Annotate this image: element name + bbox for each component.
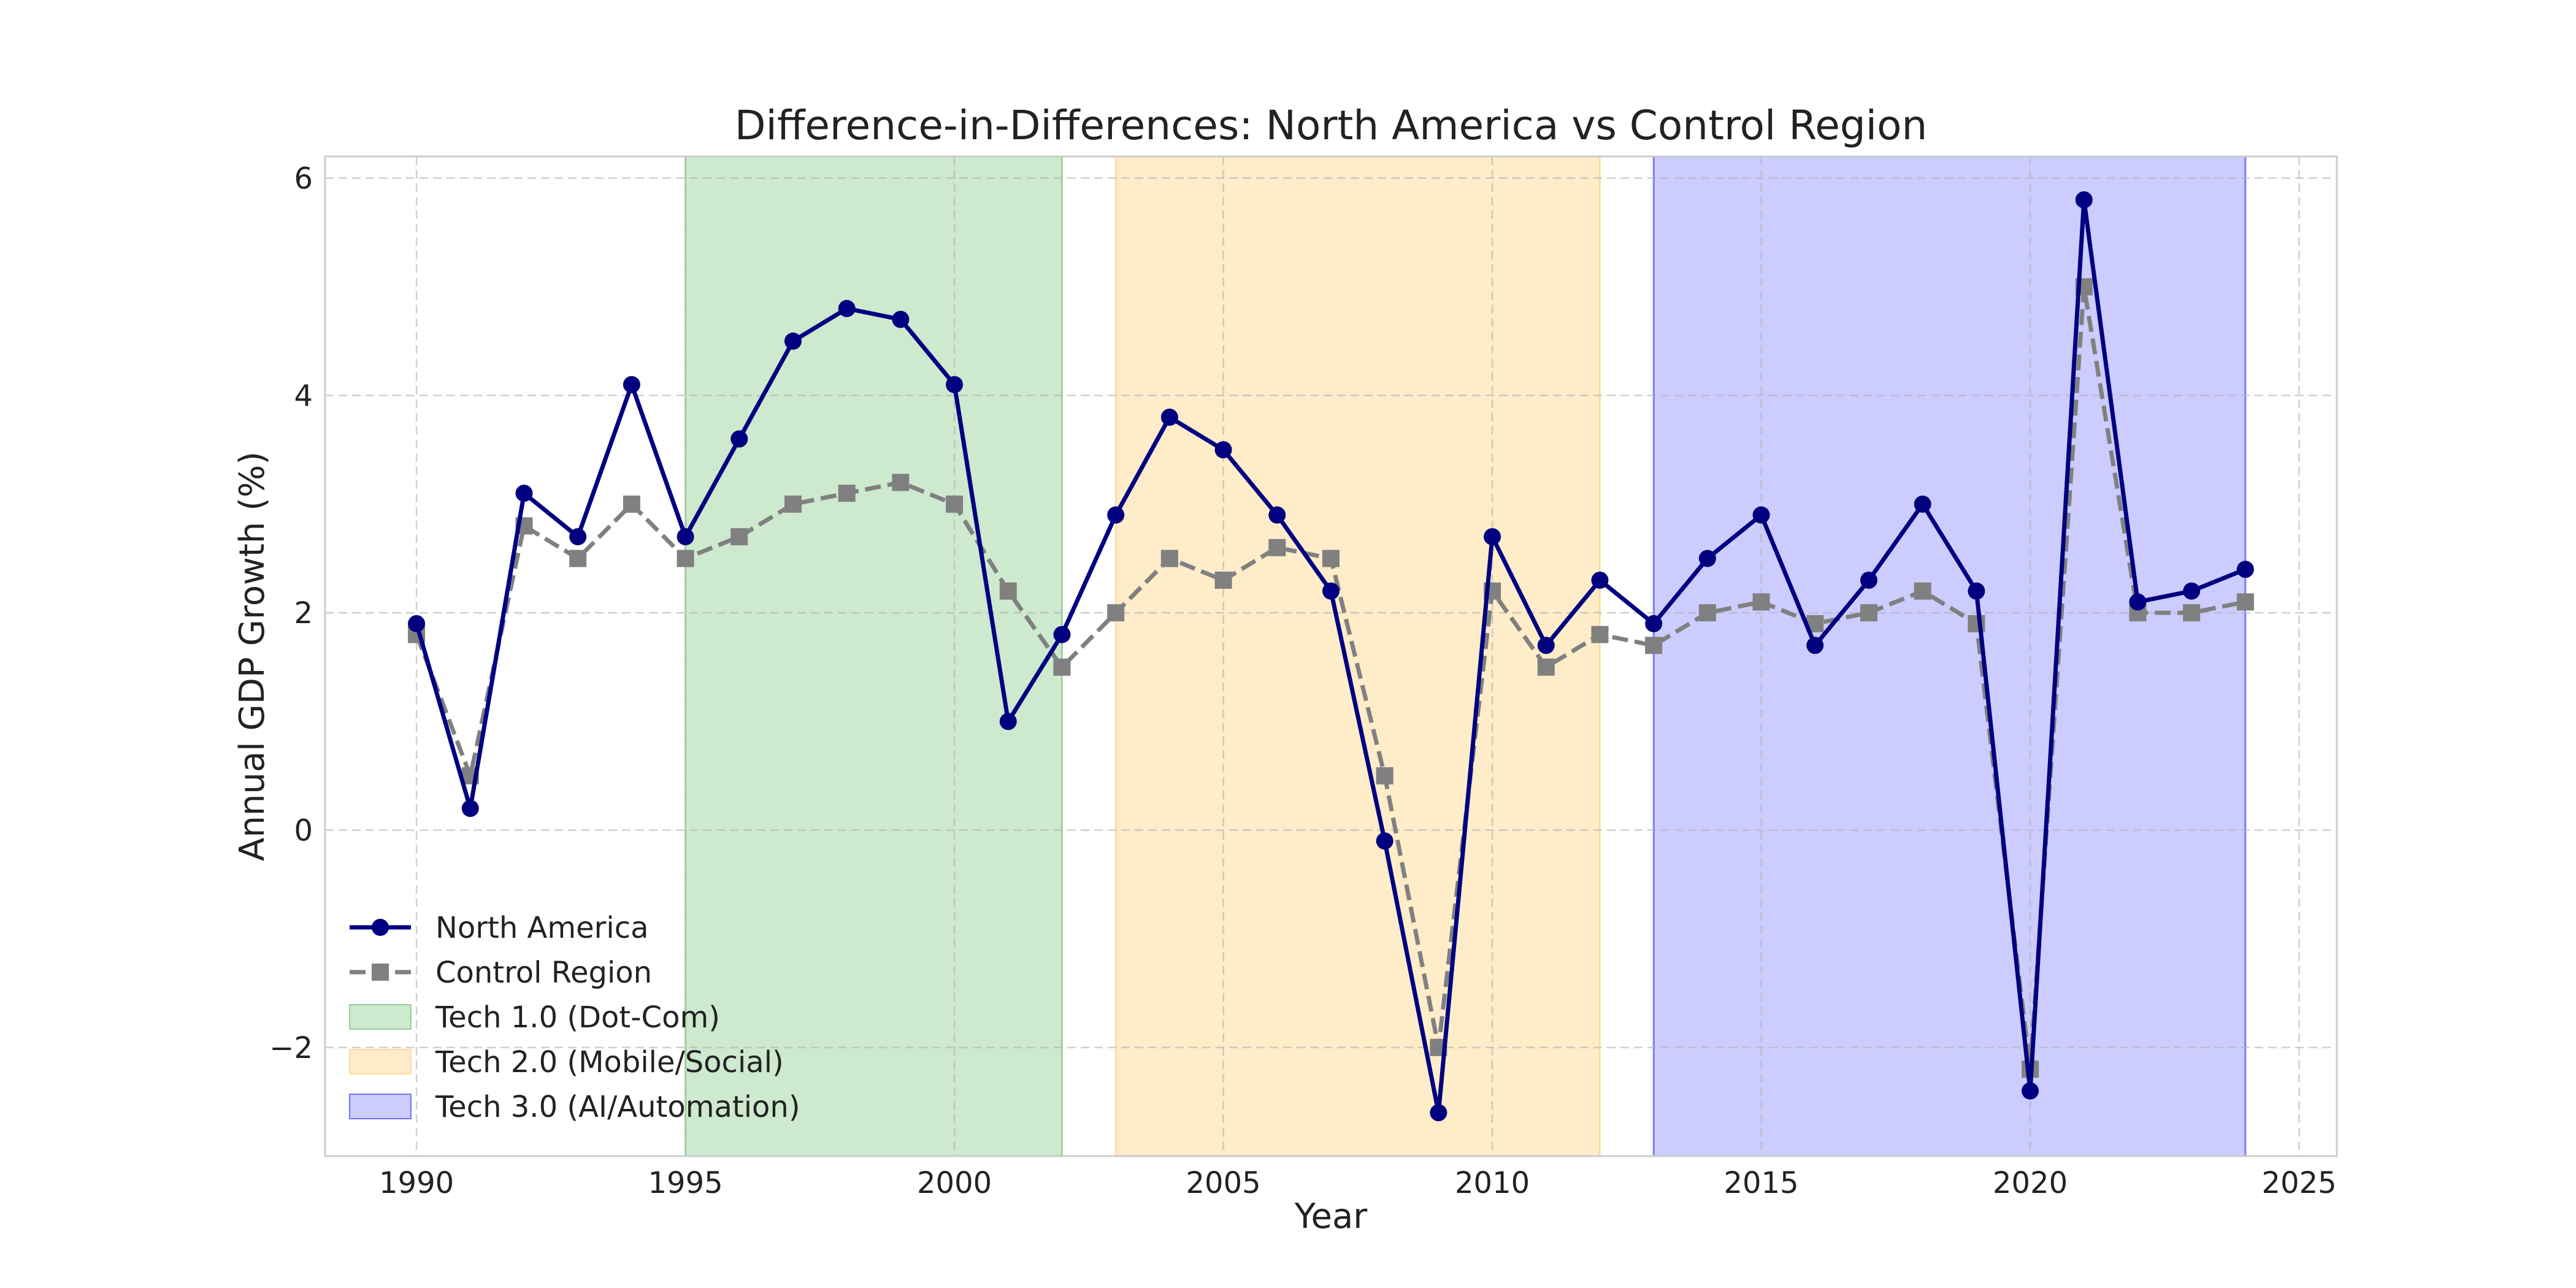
- y-tick-label-6: 6: [294, 161, 313, 196]
- tick-labels: 1990 1995 2000 2005 2010 2015 2020 2025 −2 0 2 4 6: [269, 161, 2336, 1200]
- north-america-point-2007: [1322, 582, 1340, 600]
- north-america-point-2016: [1806, 637, 1824, 654]
- north-america-point-1995: [677, 528, 694, 546]
- control-region-point-1995: [677, 550, 694, 567]
- legend-region-1-swatch: [349, 1004, 412, 1030]
- legend-control-region-marker: [372, 964, 389, 981]
- north-america-point-2005: [1214, 441, 1232, 459]
- north-america-point-2024: [2236, 561, 2254, 578]
- y-tick-label--2: −2: [269, 1031, 313, 1065]
- north-america-point-2013: [1645, 615, 1663, 632]
- legend-region-2-label: Tech 2.0 (Mobile/Social): [435, 1045, 784, 1079]
- legend-region-1-label: Tech 1.0 (Dot-Com): [435, 1000, 720, 1035]
- x-axis-label: Year: [1294, 1197, 1368, 1236]
- x-tick-label-1995: 1995: [648, 1166, 723, 1200]
- north-america-point-1994: [623, 376, 640, 394]
- legend-control-region-label: Control Region: [435, 956, 652, 990]
- north-america-point-2012: [1591, 571, 1609, 589]
- north-america-point-1991: [461, 800, 479, 818]
- control-region-point-2003: [1107, 604, 1125, 622]
- control-region-point-2001: [999, 582, 1017, 600]
- legend-region-3-label: Tech 3.0 (AI/Automation): [435, 1090, 800, 1124]
- legend-region-2-swatch: [349, 1049, 412, 1075]
- north-america-point-2002: [1053, 626, 1071, 643]
- north-america-point-1990: [408, 615, 426, 632]
- north-america-point-1992: [515, 485, 533, 502]
- control-region-point-2023: [2183, 604, 2201, 622]
- control-region-point-2007: [1322, 550, 1340, 567]
- north-america-point-2008: [1376, 832, 1393, 850]
- control-region-point-1994: [623, 495, 640, 513]
- control-region-point-1999: [892, 473, 910, 491]
- north-america-point-2023: [2183, 582, 2201, 600]
- north-america-point-2021: [2075, 191, 2093, 209]
- control-region-point-2005: [1214, 571, 1232, 589]
- control-region-point-2008: [1376, 767, 1393, 784]
- y-tick-label-2: 2: [294, 596, 313, 631]
- x-tick-label-2020: 2020: [1993, 1166, 2068, 1200]
- north-america-point-2003: [1107, 506, 1125, 524]
- north-america-point-2020: [2022, 1082, 2039, 1100]
- north-america-point-1996: [730, 430, 748, 448]
- y-tick-label-0: 0: [294, 813, 313, 848]
- x-tick-label-2015: 2015: [1724, 1166, 1799, 1200]
- shaded-regions: [684, 156, 2247, 1156]
- north-america-point-2001: [999, 713, 1017, 730]
- north-america-point-2014: [1698, 550, 1716, 567]
- x-tick-label-2000: 2000: [917, 1166, 992, 1200]
- control-region-point-1997: [784, 495, 802, 513]
- shaded-region-2: [1116, 156, 1600, 1156]
- control-region-point-2024: [2236, 593, 2254, 611]
- control-region-point-2012: [1591, 626, 1609, 643]
- control-region-point-2013: [1645, 637, 1663, 654]
- control-region-point-2015: [1752, 593, 1770, 611]
- shaded-region-1: [685, 156, 1062, 1156]
- north-america-point-2018: [1914, 495, 1931, 513]
- control-region-point-2004: [1160, 550, 1178, 567]
- chart-title: Difference-in-Differences: North America…: [735, 102, 1928, 149]
- legend: North America Control Region Tech 1.0 (Dot…: [349, 911, 800, 1124]
- control-region-point-2017: [1860, 604, 1878, 622]
- plot-frame: [324, 155, 2338, 1157]
- north-america-point-2010: [1484, 528, 1501, 546]
- north-america-point-2009: [1430, 1104, 1447, 1122]
- control-region-point-2002: [1053, 658, 1071, 676]
- control-region-point-2018: [1914, 582, 1931, 600]
- control-region-point-1996: [730, 528, 748, 546]
- north-america-point-2019: [1968, 582, 1985, 600]
- control-region-point-2000: [946, 495, 964, 513]
- legend-north-america-marker: [372, 919, 389, 936]
- north-america-point-2006: [1268, 506, 1286, 524]
- control-region-point-2011: [1537, 658, 1555, 676]
- north-america-point-2000: [946, 376, 964, 394]
- control-region-point-2014: [1698, 604, 1716, 622]
- control-region-point-1993: [569, 550, 587, 567]
- north-america-point-2015: [1752, 506, 1770, 524]
- north-america-point-1997: [784, 332, 802, 350]
- north-america-point-2004: [1160, 408, 1178, 426]
- legend-north-america-label: North America: [435, 911, 649, 945]
- series: [408, 191, 2254, 1122]
- control-region-point-2006: [1268, 539, 1286, 556]
- shaded-region-3: [1654, 156, 2245, 1156]
- x-tick-label-2025: 2025: [2262, 1166, 2337, 1200]
- x-tick-label-1990: 1990: [379, 1166, 454, 1200]
- north-america-point-2017: [1860, 571, 1878, 589]
- north-america-point-1998: [838, 300, 856, 318]
- x-tick-label-2010: 2010: [1455, 1166, 1530, 1200]
- north-america-point-2011: [1537, 637, 1555, 654]
- x-tick-label-2005: 2005: [1186, 1166, 1261, 1200]
- y-tick-label-4: 4: [294, 379, 313, 413]
- legend-region-3-swatch: [349, 1094, 412, 1119]
- north-america-point-2022: [2129, 593, 2147, 611]
- north-america-point-1993: [569, 528, 587, 546]
- y-axis-label: Annual GDP Growth (%): [232, 451, 272, 861]
- north-america-point-1999: [892, 310, 910, 328]
- control-region-point-1998: [838, 485, 856, 502]
